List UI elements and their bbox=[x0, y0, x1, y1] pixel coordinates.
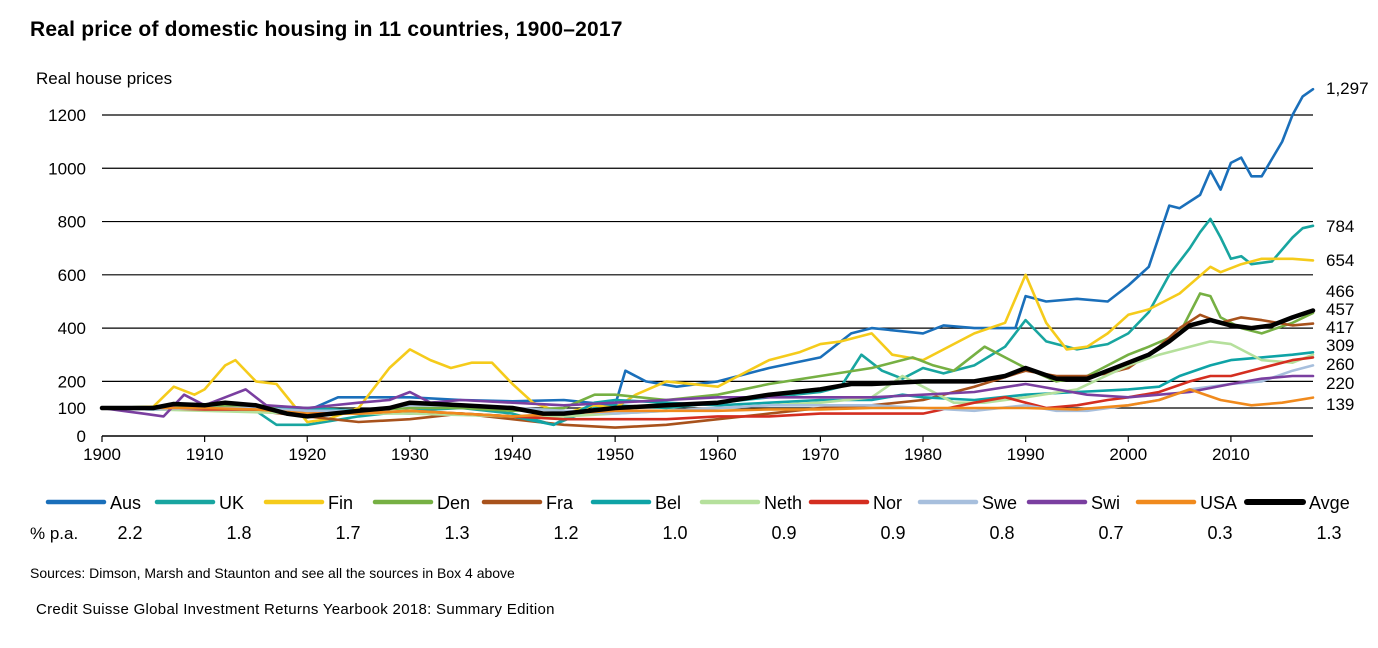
source-note: Sources: Dimson, Marsh and Staunton and … bbox=[30, 565, 515, 581]
pa-value-bel: 1.0 bbox=[662, 523, 687, 543]
x-tick-label: 1930 bbox=[391, 445, 429, 464]
x-tick-label: 1960 bbox=[699, 445, 737, 464]
series-line-den bbox=[100, 292, 1315, 413]
legend-label-bel: Bel bbox=[655, 493, 681, 513]
pa-value-aus: 2.2 bbox=[117, 523, 142, 543]
legend-label-swi: Swi bbox=[1091, 493, 1120, 513]
x-tick-label: 1990 bbox=[1007, 445, 1045, 464]
legend-label-nor: Nor bbox=[873, 493, 902, 513]
pa-value-neth: 0.9 bbox=[771, 523, 796, 543]
legend-label-fra: Fra bbox=[546, 493, 574, 513]
y-tick-label: 600 bbox=[58, 266, 86, 285]
pa-value-usa: 0.3 bbox=[1207, 523, 1232, 543]
y-tick-label: 400 bbox=[58, 319, 86, 338]
end-value-label: 220 bbox=[1326, 374, 1354, 393]
series-line-swi bbox=[100, 374, 1315, 418]
y-tick-label: 100 bbox=[58, 399, 86, 418]
legend-label-aus: Aus bbox=[110, 493, 141, 513]
y-axis-label: Real house prices bbox=[36, 69, 172, 88]
y-tick-label: 800 bbox=[58, 213, 86, 232]
x-tick-label: 1950 bbox=[596, 445, 634, 464]
pa-value-den: 1.3 bbox=[444, 523, 469, 543]
legend-label-usa: USA bbox=[1200, 493, 1237, 513]
y-tick-label: 200 bbox=[58, 372, 86, 391]
legend-label-avge: Avge bbox=[1309, 493, 1350, 513]
pa-value-avge: 1.3 bbox=[1316, 523, 1341, 543]
series-line-fin bbox=[100, 257, 1315, 424]
legend-label-uk: UK bbox=[219, 493, 244, 513]
chart-title: Real price of domestic housing in 11 cou… bbox=[30, 18, 623, 41]
pa-row-label: % p.a. bbox=[30, 524, 78, 543]
y-tick-label: 0 bbox=[77, 427, 86, 446]
series-line-aus bbox=[100, 87, 1315, 413]
end-value-label: 417 bbox=[1326, 318, 1354, 337]
end-value-label: 309 bbox=[1326, 336, 1354, 355]
end-value-label: 784 bbox=[1326, 217, 1354, 236]
legend-label-fin: Fin bbox=[328, 493, 353, 513]
y-tick-label: 1200 bbox=[48, 106, 86, 125]
pa-value-nor: 0.9 bbox=[880, 523, 905, 543]
pa-value-fin: 1.7 bbox=[335, 523, 360, 543]
legend-label-swe: Swe bbox=[982, 493, 1017, 513]
pa-value-swi: 0.7 bbox=[1098, 523, 1123, 543]
x-tick-label: 1980 bbox=[904, 445, 942, 464]
x-tick-label: 1970 bbox=[801, 445, 839, 464]
end-value-label: 260 bbox=[1326, 355, 1354, 374]
line-chart: Real house prices 0 100 200 400 600 800 1000 120… bbox=[30, 69, 1369, 543]
x-tick-label: 1920 bbox=[288, 445, 326, 464]
x-tick-label: 1910 bbox=[186, 445, 224, 464]
end-value-label: 466 bbox=[1326, 282, 1354, 301]
x-tick-label: 1900 bbox=[83, 445, 121, 464]
legend-label-den: Den bbox=[437, 493, 470, 513]
pa-value-swe: 0.8 bbox=[989, 523, 1014, 543]
pa-value-fra: 1.2 bbox=[553, 523, 578, 543]
end-value-label: 457 bbox=[1326, 300, 1354, 319]
series-line-avge bbox=[99, 308, 1316, 419]
credit-line: Credit Suisse Global Investment Returns … bbox=[36, 601, 555, 618]
x-tick-label: 1940 bbox=[494, 445, 532, 464]
x-tick-label: 2010 bbox=[1212, 445, 1250, 464]
end-value-label: 139 bbox=[1326, 395, 1354, 414]
pa-value-uk: 1.8 bbox=[226, 523, 251, 543]
end-value-label: 1,297 bbox=[1326, 79, 1369, 98]
x-tick-label: 2000 bbox=[1109, 445, 1147, 464]
end-value-label: 654 bbox=[1326, 251, 1354, 270]
legend-label-neth: Neth bbox=[764, 493, 802, 513]
y-tick-label: 1000 bbox=[48, 159, 86, 178]
